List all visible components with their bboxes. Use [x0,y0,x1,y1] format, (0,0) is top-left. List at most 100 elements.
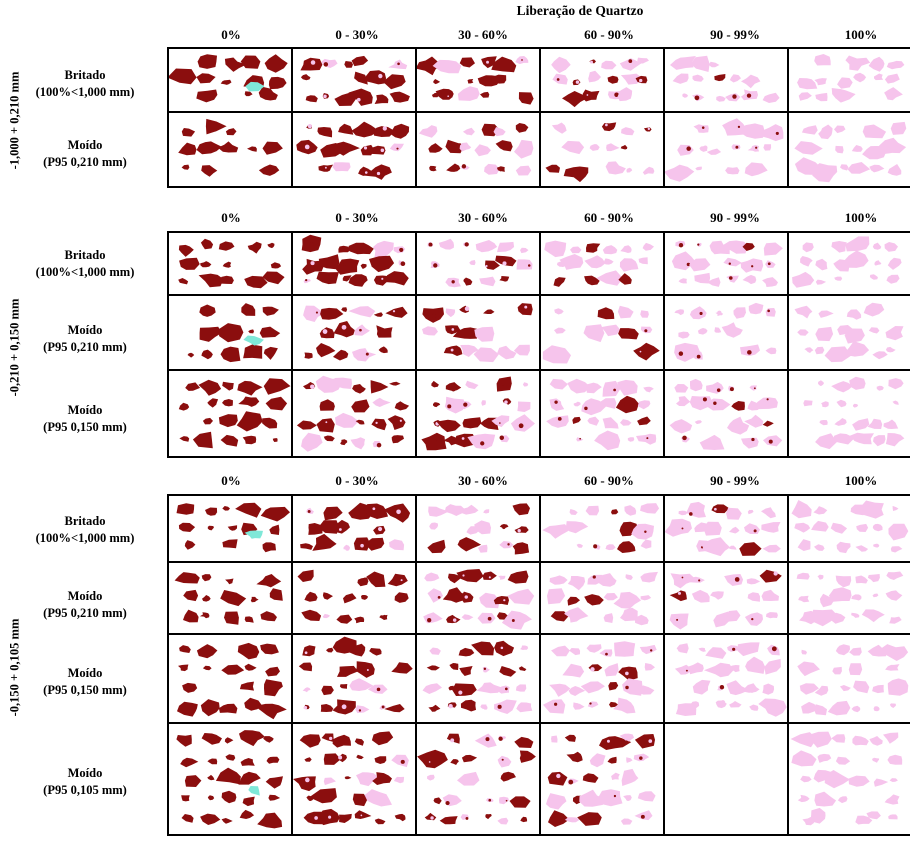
particle [690,55,710,72]
particle [237,380,263,396]
col-head-3: 60 - 90% [584,473,634,488]
particle [336,614,353,624]
particle [550,611,569,622]
particle-inclusion [505,799,508,802]
particle [198,379,222,396]
particle [605,161,626,175]
particle [237,642,260,660]
particle-inclusion [434,439,437,442]
particle [892,400,899,405]
particle-inclusion [445,800,450,806]
particle-inclusion [450,348,454,352]
particle [302,258,325,275]
row-label: Moído (P95 0,105 mm) [5,765,165,799]
particle [270,262,282,269]
particle [639,644,657,655]
particle [202,665,212,671]
particle [890,121,907,135]
particle [243,344,263,359]
particle [309,788,337,804]
particle [633,342,660,361]
particle [604,663,619,677]
particle-inclusion [399,80,402,84]
particle-inclusion [628,59,633,63]
particle [185,382,201,391]
particle [744,523,760,534]
particle [698,647,706,652]
particle-inclusion [751,618,754,621]
particle [815,279,827,285]
image-cell [169,563,293,635]
particle-inclusion [366,668,369,671]
particle [827,700,851,716]
image-cell [789,49,910,113]
particle [178,142,197,156]
particle-micrograph [178,238,285,289]
particle [608,682,619,691]
particle [222,506,230,511]
particle [543,699,566,714]
particle-inclusion [749,688,754,693]
particle-inclusion [307,124,312,129]
particle [817,753,832,763]
particle [244,91,253,97]
particle [763,144,772,151]
particle-inclusion [305,278,308,282]
particle [741,437,759,449]
row-label-line1: Moído [67,138,103,152]
particle [762,544,781,553]
particle-inclusion [483,705,488,710]
particle-inclusion [639,756,643,760]
particle [551,645,570,657]
particle-inclusion [396,596,400,600]
particle-inclusion [775,131,779,136]
particle [519,750,536,763]
particle [640,310,649,318]
particle [821,401,829,408]
particle [691,589,710,603]
particle [886,571,904,580]
particle [390,123,410,139]
particle-micrograph [543,641,657,714]
particle-inclusion [362,577,367,582]
particle-micrograph [791,500,909,554]
particle-inclusion [400,579,403,582]
particle [235,502,262,518]
particle [222,399,233,407]
particle-inclusion [646,401,650,406]
particle-inclusion [485,814,490,818]
particle [813,506,828,515]
particle-inclusion [771,646,777,652]
particle [267,242,275,249]
particle [892,505,899,511]
particle [873,706,880,712]
particle [518,666,527,671]
particle-inclusion [304,75,309,79]
particle-inclusion [676,618,679,621]
particle [520,645,529,650]
particle [836,399,847,408]
particle-inclusion [649,649,653,652]
col-head-2: 30 - 60% [458,473,508,488]
particle [872,523,883,532]
particle [269,588,283,601]
particle-inclusion [359,132,362,135]
particle [834,276,843,281]
particle [617,379,638,396]
particle-micrograph [792,236,902,288]
particle-micrograph [176,730,283,829]
particle [580,681,605,694]
particle [819,420,828,426]
particle-inclusion [329,736,333,741]
image-cell [541,563,665,635]
col-head-4: 90 - 99% [710,27,760,42]
particle [522,382,529,387]
particle-micrograph [544,240,654,287]
particle [242,435,257,445]
particle [801,649,807,655]
particle [637,791,656,802]
particle [606,143,620,152]
image-cell [541,496,665,563]
particle [391,754,409,768]
particle-inclusion [648,387,651,390]
